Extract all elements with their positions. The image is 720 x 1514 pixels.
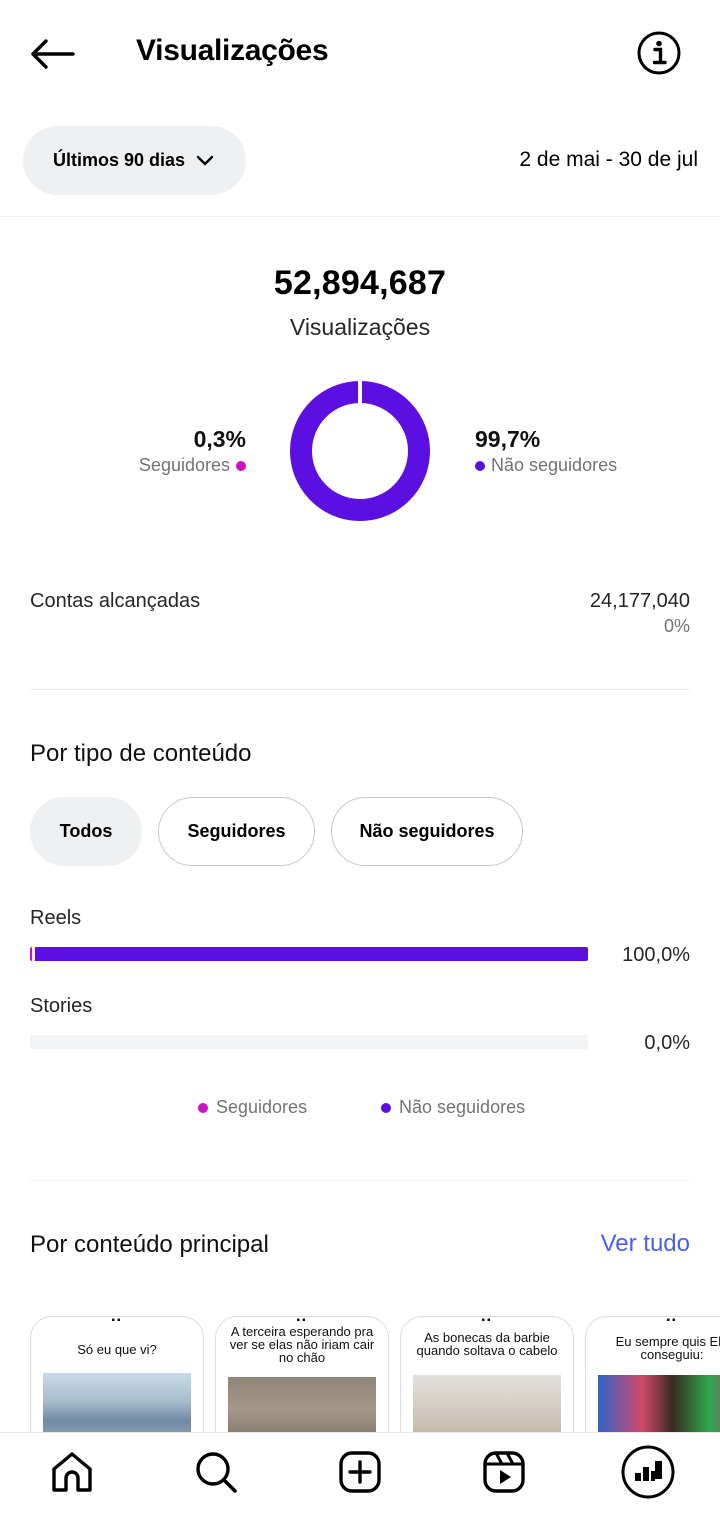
reels-pct: 100,0% — [622, 944, 690, 966]
legend-non-followers-dot — [381, 1102, 391, 1113]
content-type-tabs: Todos Seguidores Não seguidores — [30, 797, 523, 866]
legend-non-followers: Não seguidores — [381, 1097, 525, 1118]
non-followers-label: Não seguidores — [491, 455, 618, 475]
divider — [30, 689, 690, 690]
legend-followers-dot — [198, 1102, 208, 1113]
content-type-title: Por tipo de conteúdo — [30, 740, 252, 767]
tab-all[interactable]: Todos — [30, 797, 142, 866]
reels-bar-followers — [30, 947, 32, 961]
chevron-down-icon — [196, 155, 214, 165]
nav-search[interactable] — [191, 1447, 241, 1497]
tab-non-followers[interactable]: Não seguidores — [331, 797, 523, 866]
nav-create[interactable] — [335, 1447, 385, 1497]
tab-followers[interactable]: Seguidores — [158, 797, 315, 866]
legend-non-followers-label: Não seguidores — [399, 1097, 526, 1117]
thumbnail-caption: A terceira esperando pra ver se elas não… — [229, 1324, 375, 1365]
home-icon — [52, 1452, 92, 1492]
handle-dots: ▪▪ — [481, 1316, 493, 1326]
info-button[interactable] — [636, 30, 682, 76]
info-circle-icon — [637, 31, 681, 75]
donut-non-followers-segment — [290, 381, 430, 521]
content-thumbnail[interactable]: ▪▪ Eu sempre quis Ela conseguiu: — [585, 1316, 720, 1432]
thumbnail-image — [413, 1375, 561, 1432]
reels-bar — [30, 947, 588, 961]
top-content-title: Por conteúdo principal — [30, 1231, 269, 1258]
date-range: 2 de mai - 30 de jul — [519, 148, 698, 171]
total-views-label: Visualizações — [289, 314, 431, 340]
back-button[interactable] — [28, 30, 76, 78]
handle-dots: ▪▪ — [666, 1316, 678, 1326]
handle-dots: ▪▪ — [296, 1316, 308, 1326]
thumbnail-image — [43, 1373, 191, 1432]
top-content-carousel: ▪▪ Só eu que vi? ▪▪ A terceira esperando… — [30, 1316, 720, 1432]
period-label: Últimos 90 dias — [53, 150, 186, 170]
reels-bar-non-followers — [35, 947, 588, 961]
nav-home[interactable] — [47, 1447, 97, 1497]
reels-icon — [483, 1451, 525, 1493]
stories-bar — [30, 1035, 588, 1049]
stories-label: Stories — [30, 995, 93, 1017]
reach-label: Contas alcançadas — [30, 590, 201, 612]
legend-followers-label: Seguidores — [216, 1097, 308, 1117]
arrow-left-icon — [31, 39, 75, 69]
see-all-link[interactable]: Ver tudo — [600, 1230, 690, 1257]
nav-reels[interactable] — [479, 1447, 529, 1497]
header: Visualizações — [0, 0, 720, 106]
content-thumbnail[interactable]: ▪▪ A terceira esperando pra ver se elas … — [215, 1316, 389, 1432]
thumbnail-image — [228, 1377, 376, 1432]
non-followers-dot — [475, 460, 485, 471]
period-dropdown[interactable]: Últimos 90 dias — [23, 126, 246, 195]
bottom-navigation — [0, 1432, 720, 1514]
followers-label: Seguidores — [138, 455, 230, 475]
dashboard-icon — [621, 1445, 675, 1499]
search-icon — [196, 1452, 237, 1493]
followers-label-row: Seguidores — [139, 455, 246, 476]
legend-followers: Seguidores — [198, 1097, 307, 1118]
thumbnail-caption: Só eu que vi? — [77, 1342, 157, 1357]
reels-label: Reels — [30, 907, 82, 929]
divider — [30, 1180, 690, 1181]
views-donut-chart — [290, 381, 430, 521]
thumbnail-image — [598, 1375, 720, 1432]
stories-pct: 0,0% — [644, 1032, 690, 1054]
content-thumbnail[interactable]: ▪▪ As bonecas da barbie quando soltava o… — [400, 1316, 574, 1432]
non-followers-pct: 99,7% — [475, 426, 541, 452]
content-thumbnail[interactable]: ▪▪ Só eu que vi? — [30, 1316, 204, 1432]
total-views: 52,894,687 — [273, 264, 447, 302]
divider — [0, 216, 720, 217]
filter-row: Últimos 90 dias 2 de mai - 30 de jul — [0, 126, 720, 196]
followers-pct: 0,3% — [193, 426, 246, 452]
create-icon — [339, 1451, 381, 1493]
handle-dots: ▪▪ — [111, 1316, 123, 1326]
thumbnail-caption: Eu sempre quis Ela conseguiu: — [615, 1334, 720, 1362]
page-title: Visualizações — [136, 34, 329, 67]
reach-value: 24,177,040 — [589, 590, 690, 612]
reach-change: 0% — [663, 616, 690, 636]
followers-share: 0,3% Seguidores — [139, 426, 246, 476]
non-followers-label-row: Não seguidores — [475, 455, 617, 476]
nav-dashboard[interactable] — [621, 1445, 675, 1499]
thumbnail-caption: As bonecas da barbie quando soltava o ca… — [416, 1330, 558, 1358]
followers-dot — [236, 460, 246, 471]
non-followers-share: 99,7% Não seguidores — [475, 426, 617, 476]
